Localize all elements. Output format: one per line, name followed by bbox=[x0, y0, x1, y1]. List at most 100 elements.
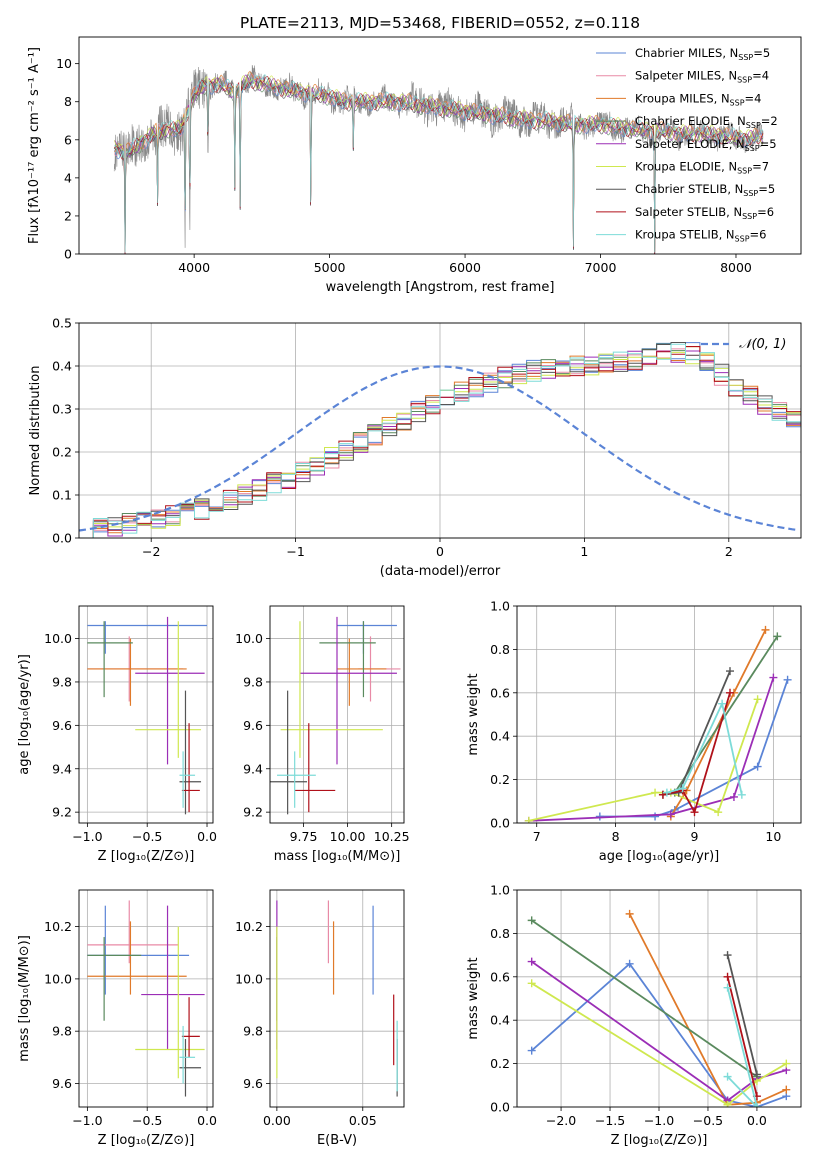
age_vs_mass-point-chabrier_elodie bbox=[319, 621, 376, 698]
mass_vs_z-point-salpeter_stelib bbox=[181, 997, 200, 1058]
weight_vs_age-marker-kroupa_elodie-3 bbox=[714, 808, 723, 817]
age_vs_z-plot-area bbox=[87, 616, 208, 815]
weight_vs_z-marker-kroupa_miles-0 bbox=[625, 909, 634, 918]
spectrum-legend-sub-chabrier_stelib: SSP bbox=[743, 189, 758, 198]
spectrum-xtick-label-4: 8000 bbox=[720, 260, 752, 275]
mass_vs_ebv-ytick-label-3: 10.2 bbox=[235, 919, 263, 934]
mass_vs_z-frame bbox=[78, 889, 214, 1108]
spectrum-legend-nssp-salpeter_elodie: =5 bbox=[760, 137, 777, 151]
mass_vs_z-point-salpeter_miles bbox=[87, 900, 179, 964]
weight_vs_z-marker-kroupa_elodie-3 bbox=[782, 1059, 791, 1068]
weight_vs_z-marker-salpeter_stelib-0 bbox=[723, 972, 732, 981]
weight_vs_age-marker-salpeter_elodie-1 bbox=[666, 810, 675, 819]
mass_vs_ebv-ytick-label-2: 10.0 bbox=[235, 971, 263, 986]
weight_vs_z-ytick-label-4: 0.8 bbox=[490, 926, 510, 941]
spectrum-xtick-label-0: 4000 bbox=[178, 260, 210, 275]
age_vs_mass-xtick-label-1: 10.00 bbox=[330, 829, 366, 844]
weight_vs_age-ylabel: mass weight bbox=[466, 673, 481, 755]
weight_vs_z-marker-kroupa_stelib-3 bbox=[752, 1103, 761, 1107]
weight_vs_z-frame bbox=[516, 889, 802, 1108]
weight_vs_z-marker-kroupa_elodie-1 bbox=[723, 1100, 732, 1107]
weight_vs_age-marker-kroupa_elodie-1 bbox=[651, 788, 660, 797]
spectrum-legend-sub-chabrier_elodie: SSP bbox=[746, 121, 761, 130]
residuals-ytick-label-1: 0.1 bbox=[52, 488, 72, 503]
spectrum-ytick-label-1: 2 bbox=[64, 208, 72, 223]
residuals-ytick-label-2: 0.2 bbox=[52, 445, 72, 460]
weight_vs_age-marker-chabrier_miles-1 bbox=[651, 812, 660, 821]
age_vs_mass-point-salpeter_elodie bbox=[299, 616, 397, 765]
weight_vs_z-xtick-label-0: −2.0 bbox=[546, 1113, 576, 1128]
spectrum-xtick-label-2: 6000 bbox=[449, 260, 481, 275]
weight_vs_age-ytick-label-5: 1.0 bbox=[490, 599, 510, 614]
spectrum-legend-label-salpeter_miles: Salpeter MILES, NSSP=4 bbox=[635, 69, 769, 85]
weight_vs_age-marker-chabrier_elodie-1 bbox=[773, 632, 782, 641]
age_vs_mass-plot-area bbox=[270, 616, 401, 815]
spectrum-legend-nssp-kroupa_miles: =4 bbox=[745, 91, 762, 105]
residual-legend: 𝒩(0, 1) bbox=[701, 337, 786, 352]
spectrum-legend-nssp-chabrier_stelib: =5 bbox=[758, 182, 775, 196]
mass_vs_z-ytick-label-2: 10.0 bbox=[44, 971, 72, 986]
spectrum-legend-label-salpeter_elodie: Salpeter ELODIE, NSSP=5 bbox=[635, 137, 777, 153]
spectrum-xtick-label-3: 7000 bbox=[585, 260, 617, 275]
age_vs_z-ytick-label-3: 9.8 bbox=[52, 674, 72, 689]
weight_vs_age-marker-salpeter_elodie-3 bbox=[769, 673, 778, 682]
spectrum-xtick-label-1: 5000 bbox=[314, 260, 346, 275]
age_vs_mass-point-chabrier_miles bbox=[337, 621, 397, 654]
weight_vs_z-marker-kroupa_elodie-0 bbox=[527, 979, 536, 988]
weight_vs_z-marker-kroupa_stelib-2 bbox=[723, 1072, 732, 1081]
age_vs_z-point-chabrier_elodie bbox=[87, 621, 133, 698]
age_vs_mass-ytick-label-4: 10.0 bbox=[235, 631, 263, 646]
spectrum-legend-nssp-salpeter_miles: =4 bbox=[752, 69, 769, 83]
residuals-xtick-label-0: −2 bbox=[142, 544, 160, 559]
weight_vs_age-marker-salpeter_stelib-2 bbox=[690, 808, 699, 817]
spectrum-legend-sub-kroupa_elodie: SSP bbox=[737, 167, 752, 176]
spectrum-ytick-label-4: 8 bbox=[64, 94, 72, 109]
spectrum-legend-nssp-kroupa_elodie: =7 bbox=[752, 160, 769, 174]
age_vs_mass-panel: 9.75 10.00 10.25 9.2 9.4 9.6 9.8 10.0 mass [log₁… bbox=[235, 605, 410, 864]
mass_vs_ebv-panel: 0.00 0.05 9.6 9.8 10.0 10.2 E(B-V) bbox=[235, 889, 405, 1148]
weight_vs_age-ytick-label-0: 0.0 bbox=[490, 816, 510, 831]
age_vs_z-ylabel: age [log₁₀(age/yr)] bbox=[17, 654, 32, 775]
residual-normal-curve bbox=[79, 365, 799, 532]
weight_vs_z-marker-kroupa_miles-3 bbox=[782, 1085, 791, 1094]
spectrum-legend-label-salpeter_stelib: Salpeter STELIB, NSSP=6 bbox=[635, 205, 774, 221]
spectrum-legend-nssp-chabrier_elodie: =2 bbox=[761, 114, 778, 128]
weight_vs_age-marker-kroupa_stelib-1 bbox=[678, 784, 687, 793]
age_vs_mass-frame bbox=[269, 605, 405, 824]
age_vs_mass-axes: 9.75 10.00 10.25 9.2 9.4 9.6 9.8 10.0 bbox=[235, 631, 409, 844]
weight_vs_z-line-chabrier_stelib bbox=[726, 954, 758, 1075]
residual-legend-label: 𝒩(0, 1) bbox=[739, 337, 786, 352]
weight_vs_age-marker-kroupa_elodie-4 bbox=[753, 695, 762, 704]
weight_vs_age-xtick-label-3: 10 bbox=[765, 829, 781, 844]
residuals-ytick-label-0: 0.0 bbox=[52, 531, 72, 546]
mass_vs_z-point-chabrier_miles bbox=[87, 905, 190, 995]
residuals-xtick-label-1: −1 bbox=[286, 544, 304, 559]
mass_vs_z-ytick-label-3: 10.2 bbox=[44, 919, 72, 934]
age_vs_z-panel: −1.0 −0.5 0.0 9.2 9.4 9.6 9.8 10.0 Z [log₁₀(Z/Z⊙… bbox=[17, 605, 217, 864]
weight_vs_age-line-salpeter_stelib bbox=[662, 692, 731, 815]
spectrum-legend-label-chabrier_stelib: Chabrier STELIB, NSSP=5 bbox=[635, 182, 775, 198]
age_vs_mass-ytick-label-3: 9.8 bbox=[243, 674, 263, 689]
weight_vs_z-ylabel: mass weight bbox=[466, 957, 481, 1039]
spectrum-legend-nssp-salpeter_stelib: =6 bbox=[757, 205, 774, 219]
weight_vs_z-line-salpeter_elodie bbox=[531, 960, 787, 1102]
age_vs_mass-xtick-label-0: 9.75 bbox=[290, 829, 318, 844]
weight_vs_age-ytick-label-3: 0.6 bbox=[490, 685, 510, 700]
mass_vs_z-point-kroupa_elodie bbox=[135, 926, 205, 1079]
weight_vs_age-axes: 7 8 9 10 0.0 0.2 0.4 0.6 0.8 1.0 bbox=[490, 599, 781, 845]
spectrum-ytick-label-2: 4 bbox=[64, 170, 72, 185]
weight_vs_age-marker-kroupa_miles-3 bbox=[761, 625, 770, 634]
weight_vs_age-marker-chabrier_miles-0 bbox=[595, 812, 604, 821]
spectrum-ytick-label-0: 0 bbox=[64, 247, 72, 262]
residuals-panel: −2 −1 0 1 2 0.0 0.1 0.2 0.3 0.4 0.5 (data-model)/er… bbox=[28, 316, 802, 579]
weight_vs_age-line-kroupa_stelib bbox=[666, 700, 743, 795]
age_vs_z-ytick-label-1: 9.4 bbox=[52, 761, 72, 776]
weight_vs_z-panel: −2.0 −1.5 −1.0 −0.5 0.0 0.0 0.2 0.4 0.6 0.8 1.0 Z [… bbox=[466, 883, 802, 1148]
age_vs_z-ytick-label-2: 9.6 bbox=[52, 718, 72, 733]
age_vs_mass-point-kroupa_stelib bbox=[277, 751, 316, 808]
weight_vs_z-ytick-label-0: 0.0 bbox=[490, 1100, 510, 1115]
spectrum-panel: 4000 5000 6000 7000 8000 0 2 4 6 8 10 wavelength [A… bbox=[27, 36, 802, 295]
weight_vs_z-marker-chabrier_elodie-0 bbox=[527, 916, 536, 925]
